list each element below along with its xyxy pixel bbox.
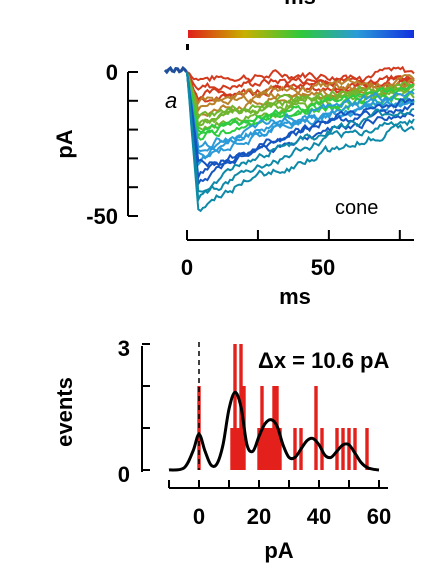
hist-y-tick-label-0: 0 [118,462,130,487]
hist-y-tick-label-3: 3 [118,336,130,361]
hist-bar-16 [314,386,318,470]
y-tick-label-0: 0 [106,60,118,85]
y-tick-label-neg50: -50 [86,204,118,229]
stimulus-marker [186,44,189,50]
hist-bar-9 [266,428,270,470]
trace-22 [186,71,415,204]
hist-bar-2 [233,344,237,470]
bottom-panel: 3 0 events 0 20 40 60 pA Δx = 10.6 pA [52,336,391,563]
fit-curve [168,390,380,472]
top-clipped-label: ms [284,0,316,9]
hist-bar-11 [272,386,276,470]
hist-x-tick-label-0: 0 [193,504,205,529]
hist-x-tick-label-20: 20 [247,504,271,529]
hist-bar-13 [278,428,282,470]
cone-annotation: cone [335,197,378,219]
x-tick-label-50: 50 [311,255,335,280]
x-axis-label: ms [279,284,311,309]
hist-bar-1 [230,428,234,470]
hist-x-axis-label: pA [264,538,293,563]
hist-x-axis-ticks [168,480,380,488]
trace-13 [186,71,415,139]
hist-bar-8 [263,428,267,470]
x-tick-label-0: 0 [181,255,193,280]
trace-21 [186,71,415,193]
baseline-trace [163,65,188,75]
hist-bar-3 [236,428,240,470]
hist-y-axis-label: events [52,377,77,447]
hist-x-tick-label-60: 60 [367,504,391,529]
y-axis-ticks [128,71,138,217]
top-panel: ms 0 -50 pA 0 50 ms a cone [52,0,415,309]
trace-0 [186,65,415,83]
x-axis-ticks [186,230,401,240]
y-axis-label: pA [52,129,77,158]
hist-bar-14 [293,428,297,470]
trace-4 [186,71,415,106]
hist-bar-10 [269,428,273,470]
hist-bar-19 [341,428,345,470]
trace-2 [186,71,415,102]
hist-y-axis-ticks [142,343,150,471]
hist-bar-22 [365,428,369,470]
hist-bar-21 [353,428,357,470]
trace-20 [186,71,415,188]
trace-17 [186,71,415,167]
hist-bar-20 [347,428,351,470]
panel-label: a [165,88,177,113]
trace-23 [186,71,415,213]
current-traces [163,65,415,213]
colorbar [188,30,414,38]
hist-bar-6 [257,428,261,470]
delta-x-annotation: Δx = 10.6 pA [258,348,389,373]
hist-x-tick-label-40: 40 [307,504,331,529]
